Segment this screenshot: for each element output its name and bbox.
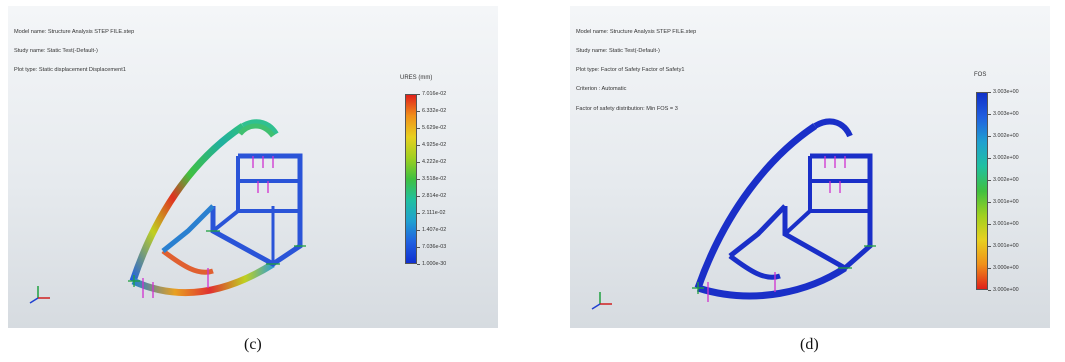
axis-triad-icon	[591, 292, 612, 310]
displacement-plot-panel: Model name: Structure Analysis STEP FILE…	[8, 6, 498, 328]
tick-label: 2.814e-02	[422, 193, 447, 199]
color-scale-bar	[976, 92, 988, 290]
tick-label: 5.629e-02	[422, 125, 447, 131]
tick-mark	[988, 246, 991, 247]
tick-mark	[988, 114, 991, 115]
model-name: Model name: Structure Analysis STEP FILE…	[576, 28, 697, 35]
tick-mark	[417, 128, 420, 129]
tick-mark	[988, 224, 991, 225]
tick-mark	[417, 213, 420, 214]
tick-mark	[417, 247, 420, 248]
tick-label: 3.002e+00	[993, 133, 1019, 139]
tick-label: 3.002e+00	[993, 177, 1019, 183]
plot-info: Model name: Structure Analysis STEP FILE…	[576, 16, 696, 125]
tick-mark	[988, 92, 991, 93]
plot-info: Model name: Structure Analysis STEP FILE…	[14, 16, 134, 86]
tick-mark	[417, 196, 420, 197]
study-name: Study name: Static Test(-Default-)	[576, 48, 660, 55]
axis-triad-icon	[29, 286, 50, 304]
tick-label: 3.001e+00	[993, 199, 1019, 205]
tick-mark	[417, 264, 420, 265]
tick-mark	[988, 202, 991, 203]
tick-label: 3.000e+00	[993, 287, 1019, 293]
tick-label: 3.518e-02	[422, 176, 447, 182]
tick-label: 1.000e-30	[422, 261, 447, 267]
tick-label: 4.925e-02	[422, 142, 447, 148]
tick-label: 2.111e-02	[422, 210, 446, 216]
tick-label: 4.222e-02	[422, 159, 447, 165]
factor-of-safety-plot-panel: Model name: Structure Analysis STEP FILE…	[570, 6, 1050, 328]
tick-mark	[417, 179, 420, 180]
criterion: Criterion : Automatic	[576, 86, 627, 93]
tick-mark	[988, 158, 991, 159]
caption-d: (d)	[800, 336, 819, 353]
legend-title: FOS	[974, 72, 987, 78]
frame-model-d	[591, 118, 876, 310]
tick-label: 7.036e-03	[422, 244, 447, 250]
tick-label: 3.000e+00	[993, 265, 1019, 271]
tick-mark	[417, 230, 420, 231]
tick-mark	[988, 268, 991, 269]
tick-label: 7.016e-02	[422, 91, 447, 97]
tick-label: 3.001e+00	[993, 221, 1019, 227]
legend-title: URES (mm)	[400, 75, 433, 81]
tick-mark	[417, 111, 420, 112]
model-name: Model name: Structure Analysis STEP FILE…	[14, 28, 135, 35]
tick-label: 1.407e-02	[422, 227, 447, 233]
plot-type: Plot type: Factor of Safety Factor of Sa…	[576, 67, 685, 74]
tick-mark	[988, 180, 991, 181]
plot-type: Plot type: Static displacement Displacem…	[14, 67, 126, 74]
tick-label: 3.003e+00	[993, 111, 1019, 117]
tick-mark	[417, 162, 420, 163]
tick-label: 3.003e+00	[993, 89, 1019, 95]
caption-c: (c)	[244, 336, 262, 353]
study-name: Study name: Static Test(-Default-)	[14, 48, 98, 55]
tick-label: 3.001e+00	[993, 243, 1019, 249]
tick-mark	[988, 136, 991, 137]
tick-mark	[417, 94, 420, 95]
color-scale-bar	[405, 94, 417, 264]
tick-label: 6.332e-02	[422, 108, 447, 114]
frame-model-c	[29, 119, 306, 304]
tick-label: 3.002e+00	[993, 155, 1019, 161]
fos-distribution: Factor of safety distribution: Min FOS =…	[576, 105, 678, 112]
tick-mark	[417, 145, 420, 146]
tick-mark	[988, 290, 991, 291]
